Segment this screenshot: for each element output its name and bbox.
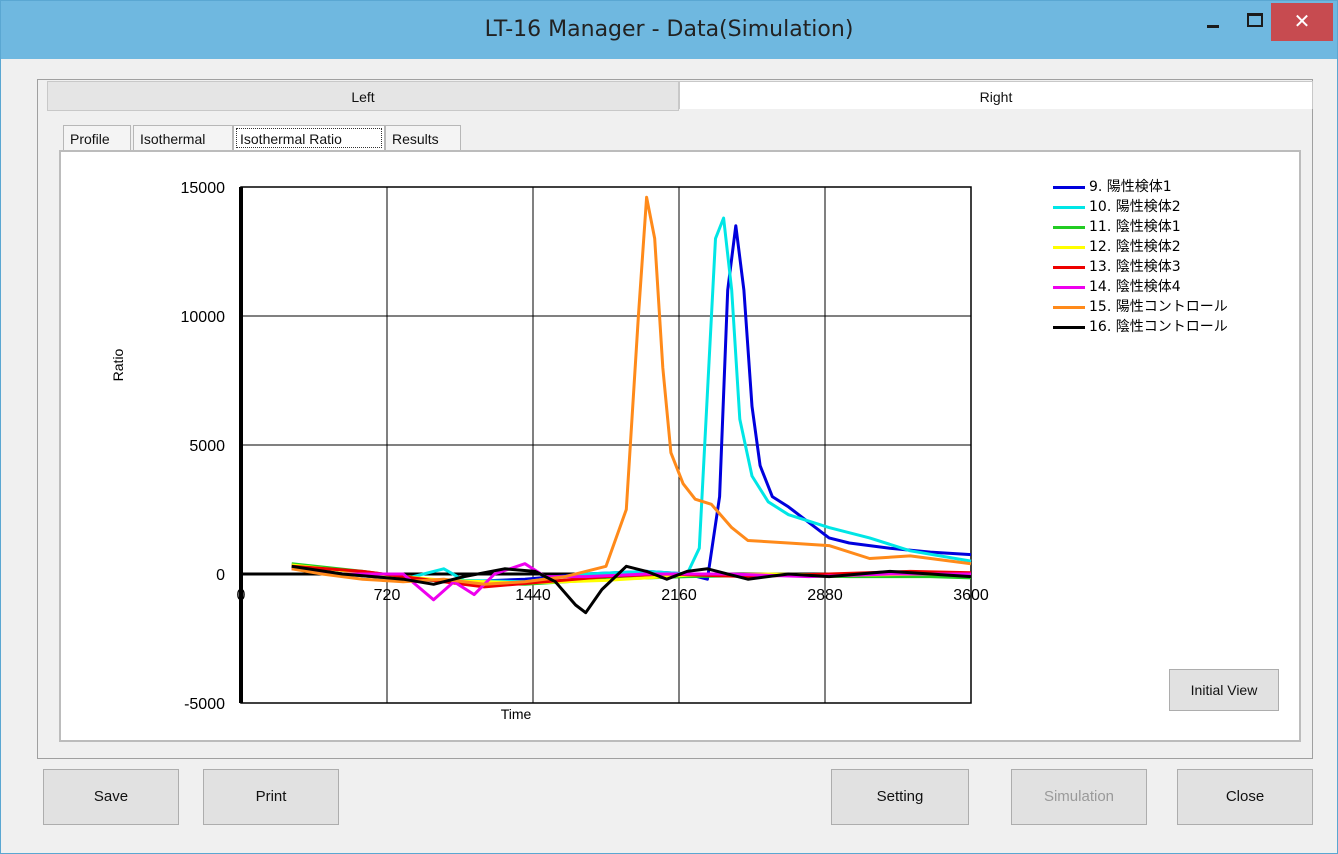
x-axis-label: Time: [501, 706, 532, 722]
legend-swatch: [1053, 226, 1085, 229]
chart-svg: 07201440216028803600-5000050001000015000…: [110, 180, 989, 722]
x-tick-label: 2160: [661, 587, 697, 604]
tab-isothermal-ratio[interactable]: Isothermal Ratio: [233, 125, 385, 151]
tab-results[interactable]: Results: [385, 125, 461, 151]
setting-button[interactable]: Setting: [831, 769, 969, 825]
save-button[interactable]: Save: [43, 769, 179, 825]
legend-swatch: [1053, 326, 1085, 329]
legend-label: 15. 陽性コントロール: [1089, 299, 1228, 315]
legend-item: 15. 陽性コントロール: [1053, 297, 1293, 317]
legend-swatch: [1053, 206, 1085, 209]
x-tick-label: 2880: [807, 587, 843, 604]
legend-label: 9. 陽性検体1: [1089, 179, 1172, 195]
legend-label: 13. 陰性検体3: [1089, 259, 1181, 275]
legend-swatch: [1053, 266, 1085, 269]
initial-view-button[interactable]: Initial View: [1169, 669, 1279, 711]
legend-swatch: [1053, 306, 1085, 309]
series-line-7: [291, 195, 972, 586]
tab-profile[interactable]: Profile: [63, 125, 131, 151]
title-bar[interactable]: LT-16 Manager - Data(Simulation) ✕: [1, 1, 1337, 59]
legend-label: 16. 陰性コントロール: [1089, 319, 1228, 335]
legend-item: 13. 陰性検体3: [1053, 257, 1293, 277]
y-tick-label: 5000: [189, 438, 225, 455]
y-tick-label: 10000: [181, 309, 226, 326]
close-icon: ✕: [1293, 11, 1311, 33]
y-tick-label: 0: [216, 567, 225, 584]
legend-item: 10. 陽性検体2: [1053, 197, 1293, 217]
legend-label: 12. 陰性検体2: [1089, 239, 1181, 255]
tab-isothermal[interactable]: Isothermal: [133, 125, 233, 151]
series-line-8: [291, 564, 972, 615]
legend-item: 12. 陰性検体2: [1053, 237, 1293, 257]
minimize-icon: [1207, 25, 1219, 28]
window-title: LT-16 Manager - Data(Simulation): [484, 17, 854, 42]
isothermal-ratio-chart: 07201440216028803600-5000050001000015000…: [61, 153, 1071, 733]
x-tick-label: 1440: [515, 587, 551, 604]
tab-right[interactable]: Right: [679, 81, 1313, 109]
x-tick-label: 3600: [953, 587, 989, 604]
y-tick-label: -5000: [184, 696, 225, 713]
tab-left[interactable]: Left: [47, 81, 679, 111]
x-tick-label: 720: [374, 587, 401, 604]
legend-swatch: [1053, 186, 1085, 189]
close-button[interactable]: Close: [1177, 769, 1313, 825]
series-line-2: [291, 216, 972, 584]
chart-legend: 9. 陽性検体1 10. 陽性検体2 11. 陰性検体1 12. 陰性検体2 13. 陰…: [1053, 177, 1293, 337]
legend-label: 14. 陰性検体4: [1089, 279, 1181, 295]
legend-label: 10. 陽性検体2: [1089, 199, 1181, 215]
legend-label: 11. 陰性検体1: [1089, 219, 1181, 235]
legend-swatch: [1053, 286, 1085, 289]
maximize-icon: [1247, 13, 1263, 27]
legend-item: 9. 陽性検体1: [1053, 177, 1293, 197]
y-tick-label: 15000: [181, 180, 226, 197]
print-button[interactable]: Print: [203, 769, 339, 825]
maximize-button[interactable]: [1233, 3, 1277, 41]
close-window-button[interactable]: ✕: [1271, 3, 1333, 41]
legend-swatch: [1053, 246, 1085, 249]
legend-item: 16. 陰性コントロール: [1053, 317, 1293, 337]
y-axis-label: Ratio: [110, 348, 126, 381]
legend-item: 11. 陰性検体1: [1053, 217, 1293, 237]
minimize-button[interactable]: [1191, 3, 1235, 41]
simulation-button[interactable]: Simulation: [1011, 769, 1147, 825]
legend-item: 14. 陰性検体4: [1053, 277, 1293, 297]
